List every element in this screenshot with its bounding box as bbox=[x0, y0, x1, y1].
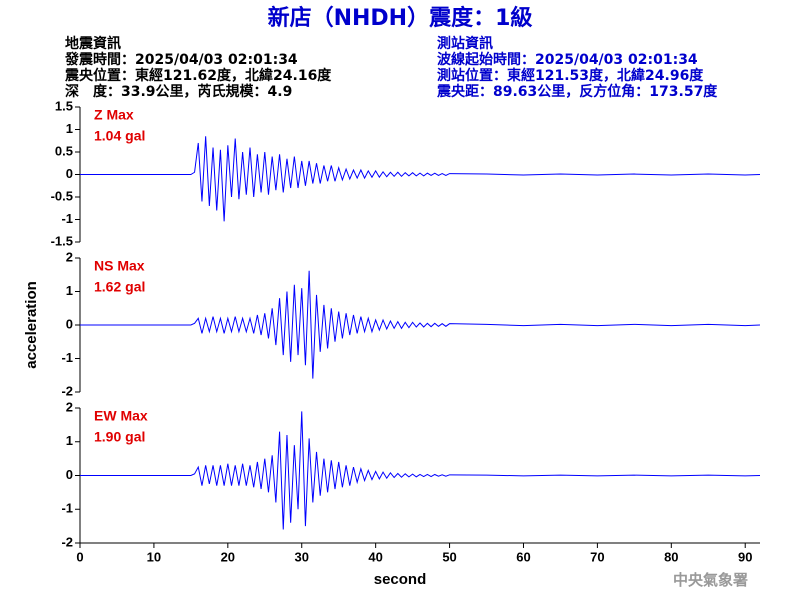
station-info: 測站位置：東經121.53度，北緯24.96度 bbox=[437, 67, 704, 84]
y-tick-label: 0 bbox=[66, 166, 73, 181]
footer: 中央氣象署 bbox=[673, 571, 748, 589]
x-tick-label: 30 bbox=[295, 549, 309, 564]
waveform bbox=[80, 136, 761, 222]
y-tick-label: -2 bbox=[61, 534, 73, 549]
event-info: 地震資訊 bbox=[65, 35, 121, 52]
y-tick-label: -1.5 bbox=[51, 233, 73, 248]
y-tick-label: -1 bbox=[61, 501, 73, 516]
x-tick-label: 50 bbox=[442, 549, 456, 564]
y-tick-label: 0 bbox=[66, 467, 73, 482]
x-tick-label: 60 bbox=[516, 549, 530, 564]
x-tick-label: 40 bbox=[368, 549, 382, 564]
y-tick-label: 2 bbox=[66, 249, 73, 264]
event-info: 震央位置：東經121.62度，北緯24.16度 bbox=[64, 67, 332, 84]
max-value: 1.62 gal bbox=[94, 279, 145, 295]
y-tick-label: -1 bbox=[61, 350, 73, 365]
max-value: 1.90 gal bbox=[94, 429, 145, 445]
x-tick-label: 0 bbox=[76, 549, 83, 564]
max-label: NS Max bbox=[94, 258, 145, 274]
event-info: 發震時間：2025/04/03 02:01:34 bbox=[64, 51, 298, 68]
max-value: 1.04 gal bbox=[94, 128, 145, 144]
y-tick-label: -2 bbox=[61, 383, 73, 398]
y-tick-label: 1.5 bbox=[55, 98, 73, 113]
y-tick-label: -0.5 bbox=[51, 188, 73, 203]
x-tick-label: 20 bbox=[221, 549, 235, 564]
waveform bbox=[80, 411, 761, 530]
y-tick-label: 1 bbox=[66, 433, 73, 448]
y-tick-label: 1 bbox=[66, 283, 73, 298]
y-tick-label: 0.5 bbox=[55, 143, 73, 158]
waveform bbox=[80, 270, 761, 379]
station-info: 測站資訊 bbox=[437, 35, 493, 52]
y-tick-label: 2 bbox=[66, 399, 73, 414]
station-info: 震央距：89.63公里，反方位角：173.57度 bbox=[436, 83, 718, 100]
x-tick-label: 10 bbox=[147, 549, 161, 564]
x-tick-label: 90 bbox=[738, 549, 752, 564]
max-label: Z Max bbox=[94, 107, 134, 123]
station-info: 波線起始時間：2025/04/03 02:01:34 bbox=[437, 51, 698, 68]
y-axis-label: acceleration bbox=[23, 281, 40, 369]
x-tick-label: 80 bbox=[664, 549, 678, 564]
x-tick-label: 70 bbox=[590, 549, 604, 564]
chart-title: 新店（NHDH）震度：1級 bbox=[268, 5, 533, 31]
y-tick-label: 0 bbox=[66, 316, 73, 331]
x-axis-label: second bbox=[374, 571, 427, 588]
y-tick-label: 1 bbox=[66, 121, 73, 136]
event-info: 深 度：33.9公里，芮氏規模：4.9 bbox=[65, 83, 292, 100]
max-label: EW Max bbox=[94, 408, 148, 424]
y-tick-label: -1 bbox=[61, 211, 73, 226]
